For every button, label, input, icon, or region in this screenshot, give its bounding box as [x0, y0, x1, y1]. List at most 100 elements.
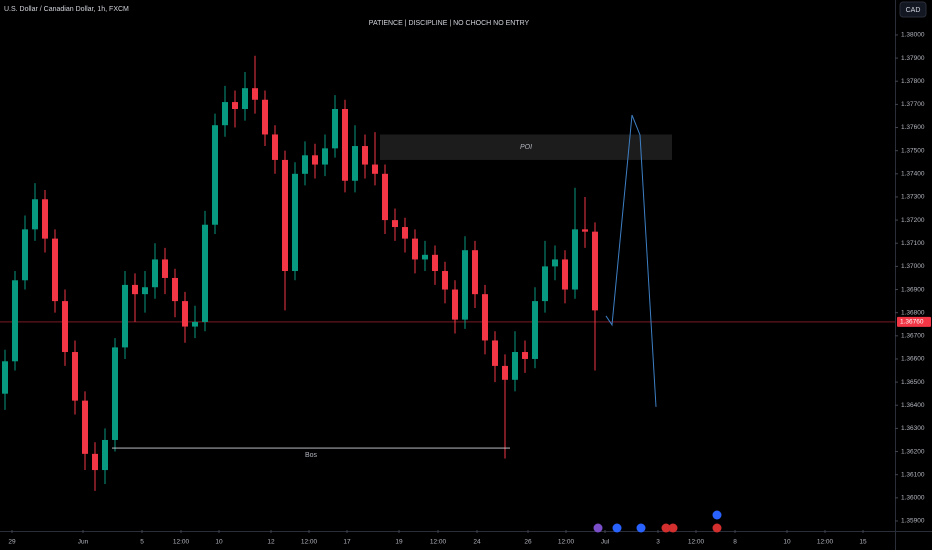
symbol-title: U.S. Dollar / Canadian Dollar, 1h, FXCM	[4, 6, 129, 13]
candle-body	[492, 340, 498, 366]
x-tick-label: 12	[267, 539, 275, 546]
x-tick-label: 24	[473, 539, 481, 546]
candle-body	[412, 238, 418, 260]
y-tick-label: 1.37000	[901, 263, 925, 270]
x-tick-label: 12:00	[558, 539, 575, 546]
x-tick-label: Jun	[78, 539, 89, 546]
candle-body	[592, 231, 598, 311]
candle-body	[312, 155, 318, 165]
currency-label[interactable]: CAD	[906, 7, 921, 14]
candle-body	[132, 284, 138, 295]
event-icon[interactable]	[612, 523, 622, 533]
candle-body	[122, 284, 128, 348]
candle-body	[572, 229, 578, 290]
x-tick-label: 5	[140, 539, 144, 546]
candle-body	[102, 439, 108, 471]
candle-body	[472, 250, 478, 295]
candle-body	[42, 199, 48, 239]
x-tick-label: 12:00	[301, 539, 318, 546]
event-icon[interactable]	[712, 523, 722, 533]
candle-body	[332, 109, 338, 149]
x-tick-label: 12:00	[817, 539, 834, 546]
candle-body	[302, 155, 308, 174]
y-tick-label: 1.36400	[901, 402, 925, 409]
y-tick-label: 1.36100	[901, 471, 925, 478]
candle-body	[322, 148, 328, 165]
candle-body	[552, 259, 558, 267]
y-tick-label: 1.36200	[901, 448, 925, 455]
candle-body	[532, 301, 538, 359]
candle-body	[452, 289, 458, 320]
candle-body	[252, 88, 258, 100]
candle-body	[262, 99, 268, 135]
candle-body	[382, 173, 388, 221]
candle-body	[92, 453, 98, 471]
candle-body	[112, 347, 118, 440]
event-icons	[593, 510, 722, 533]
candle-body	[442, 271, 448, 290]
candle-body	[272, 134, 278, 160]
event-icon[interactable]	[668, 523, 678, 533]
y-tick-label: 1.37300	[901, 194, 925, 201]
x-tick-label: 17	[343, 539, 351, 546]
candle-body	[582, 229, 588, 232]
candle-body	[82, 400, 88, 454]
x-tick-label: 12:00	[430, 539, 447, 546]
candle-body	[22, 229, 28, 281]
y-tick-label: 1.36000	[901, 495, 925, 502]
candle-body	[342, 109, 348, 181]
current-price-label: 1.36760	[900, 319, 924, 326]
candle-body	[222, 102, 228, 126]
x-tick-label: Jul	[601, 539, 610, 546]
candle-body	[202, 224, 208, 322]
event-icon[interactable]	[593, 523, 603, 533]
candle-body	[162, 259, 168, 278]
candle-body	[2, 361, 8, 394]
candle-body	[372, 164, 378, 174]
candle-body	[402, 227, 408, 239]
x-tick-label: 19	[395, 539, 403, 546]
subtitle: PATIENCE | DISCIPLINE | NO CHOCH NO ENTR…	[369, 20, 530, 27]
candle-body	[182, 301, 188, 327]
current-price-tag	[897, 316, 931, 327]
bos-label: Bos	[305, 452, 318, 459]
x-tick-label: 26	[524, 539, 532, 546]
candle-body	[482, 294, 488, 341]
y-tick-label: 1.38000	[901, 32, 925, 39]
y-tick-label: 1.36900	[901, 286, 925, 293]
currency-button[interactable]	[899, 1, 927, 18]
event-icon[interactable]	[636, 523, 646, 533]
candle-body	[152, 259, 158, 288]
candle-body	[352, 146, 358, 181]
marks	[0, 55, 895, 491]
y-tick-label: 1.37500	[901, 147, 925, 154]
candle-body	[432, 254, 438, 272]
candle-body	[192, 321, 198, 327]
y-tick-label: 1.36700	[901, 333, 925, 340]
x-tick-label: 10	[783, 539, 791, 546]
candle-body	[392, 220, 398, 228]
y-tick-label: 1.36500	[901, 379, 925, 386]
candle-body	[232, 102, 238, 110]
candle-body	[242, 88, 248, 110]
y-tick-label: 1.35900	[901, 518, 925, 525]
candle-body	[292, 173, 298, 272]
event-icon[interactable]	[661, 523, 671, 533]
event-icon[interactable]	[712, 510, 722, 520]
y-tick-label: 1.37800	[901, 78, 925, 85]
candle-body	[362, 146, 368, 165]
candle-body	[462, 250, 468, 320]
poi-zone	[380, 134, 672, 160]
y-tick-label: 1.36800	[901, 309, 925, 316]
candle-body	[12, 280, 18, 362]
y-tick-label: 1.37900	[901, 55, 925, 62]
candle-body	[522, 352, 528, 359]
poi-label: POI	[520, 144, 532, 151]
candle-body	[502, 365, 508, 380]
x-tick-label: 12:00	[688, 539, 705, 546]
candle-body	[422, 254, 428, 260]
x-tick-label: 15	[859, 539, 867, 546]
candle-body	[62, 301, 68, 353]
candle-body	[282, 159, 288, 272]
